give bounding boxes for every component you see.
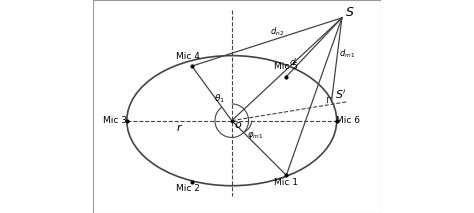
Text: $\varphi_{m1}$: $\varphi_{m1}$ (246, 130, 263, 141)
Text: $r$: $r$ (176, 122, 183, 133)
Text: Mic 6: Mic 6 (336, 116, 360, 125)
Text: $o$: $o$ (234, 120, 242, 130)
Text: Mic 1: Mic 1 (274, 178, 298, 187)
Text: Mic 2: Mic 2 (176, 184, 200, 193)
Text: $d$: $d$ (289, 56, 297, 67)
Text: Mic 3: Mic 3 (103, 116, 128, 125)
Text: $d_{n2}$: $d_{n2}$ (270, 26, 284, 38)
Text: Mic 5: Mic 5 (274, 62, 298, 71)
Text: $S'$: $S'$ (335, 88, 347, 101)
Text: $\theta_1$: $\theta_1$ (214, 93, 225, 105)
Text: $S$: $S$ (345, 6, 354, 19)
Text: Mic 4: Mic 4 (176, 52, 200, 61)
Text: $d_{m1}$: $d_{m1}$ (339, 48, 355, 60)
